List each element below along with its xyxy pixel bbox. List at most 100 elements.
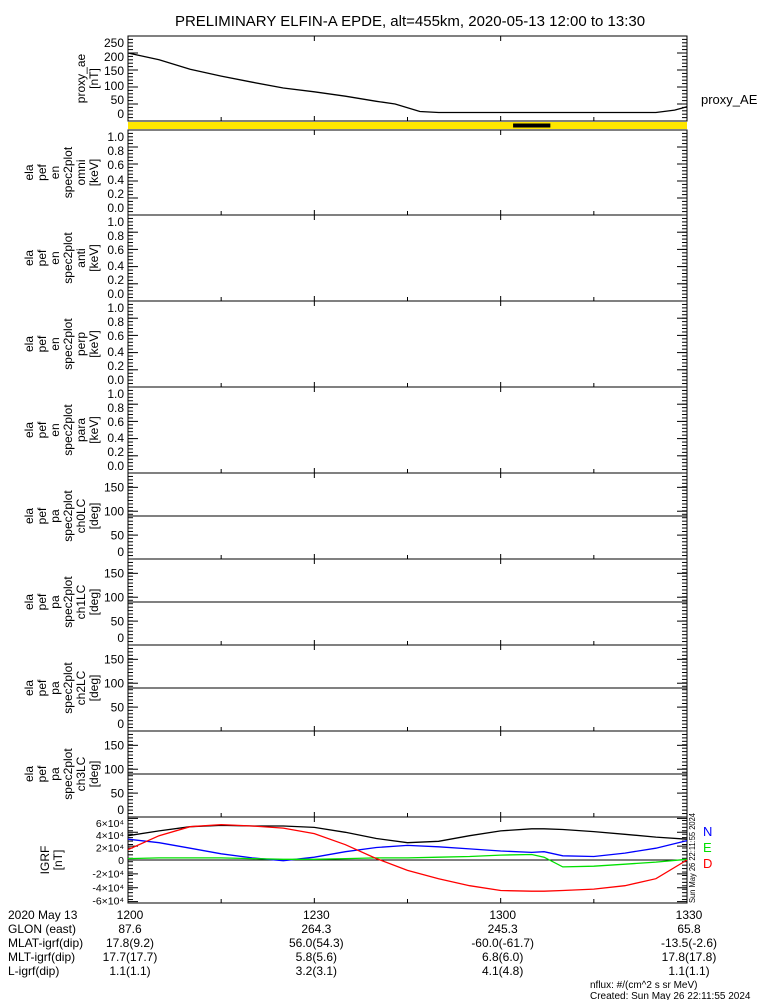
line-D bbox=[127, 823, 688, 892]
panel-frame bbox=[127, 129, 688, 216]
footer-row-value: -60.0(-61.7) bbox=[471, 936, 534, 950]
y-tick-label: 0 bbox=[117, 803, 124, 817]
y-tick-label: 0.2 bbox=[107, 445, 124, 459]
side-timestamp: Sun May 26 22:11:55 2024 bbox=[688, 812, 697, 903]
y-tick-label: 50 bbox=[111, 614, 125, 628]
panel-en_para: 0.00.20.4 0.60.81.0 ela pef en spec2plot para[… bbox=[22, 386, 688, 474]
y-tick-label: 0.2 bbox=[107, 273, 124, 287]
y-axis-label: pa bbox=[48, 681, 62, 695]
legend-E: E bbox=[703, 840, 712, 855]
y-tick-label: 150 bbox=[104, 481, 124, 495]
y-tick-label: 100 bbox=[104, 79, 124, 93]
footer-row-value: 5.8(5.6) bbox=[296, 950, 337, 964]
y-axis-label: spec2plot bbox=[61, 490, 75, 542]
y-tick-label: 0.4 bbox=[107, 345, 124, 359]
line-N bbox=[127, 838, 688, 862]
y-axis-label: pef bbox=[35, 421, 49, 438]
legend-proxy-ae: proxy_AE bbox=[701, 92, 758, 107]
footer-row-label: MLT-igrf(dip) bbox=[8, 950, 75, 964]
y-axis-label: IGRF bbox=[38, 846, 52, 875]
footer-row-value: 87.6 bbox=[118, 922, 142, 936]
footer-row-value: 1.1(1.1) bbox=[668, 964, 709, 978]
y-axis-label: [deg] bbox=[87, 503, 101, 530]
line-total bbox=[127, 824, 688, 844]
footer-row-label: MLAT-igrf(dip) bbox=[8, 936, 83, 950]
y-tick-label: 200 bbox=[104, 50, 124, 64]
y-tick-label: 0.2 bbox=[107, 187, 124, 201]
y-tick-label: 0.0 bbox=[107, 201, 124, 215]
footer-row-value: 17.7(17.7) bbox=[103, 950, 158, 964]
y-axis-label: pa bbox=[48, 509, 62, 523]
y-tick-label: 50 bbox=[111, 93, 125, 107]
footer-row-label: GLON (east) bbox=[8, 922, 76, 936]
y-axis-label: ela bbox=[22, 336, 36, 352]
y-axis-label: spec2plot bbox=[61, 748, 75, 800]
y-tick-label: 0.6 bbox=[107, 243, 124, 257]
y-tick-label: 50 bbox=[111, 528, 125, 542]
panel-frame bbox=[127, 300, 688, 388]
y-axis-label: ch1LC bbox=[74, 584, 88, 619]
footer-row-value: 17.8(17.8) bbox=[662, 950, 717, 964]
y-tick-label: -6×10⁴ bbox=[92, 896, 124, 908]
y-axis-label: para bbox=[74, 418, 88, 442]
y-tick-label: 250 bbox=[104, 36, 124, 50]
panel-pa_ch1: 0 50 100 150 ela pef pa spec2plot ch1LC [deg] bbox=[22, 558, 688, 646]
y-axis-label: pef bbox=[35, 163, 49, 180]
y-axis-label: pa bbox=[48, 767, 62, 781]
footer-row-value: 1200 bbox=[117, 908, 144, 922]
footer-row-value: 65.8 bbox=[677, 922, 701, 936]
y-tick-label: 0.8 bbox=[107, 401, 124, 415]
y-axis-label: en bbox=[48, 166, 62, 179]
y-axis-label: ela bbox=[22, 680, 36, 696]
y-axis-label: ch0LC bbox=[74, 498, 88, 533]
panel-frame bbox=[127, 386, 688, 474]
y-axis-label: spec2plot bbox=[61, 662, 75, 714]
footer-row-value: 1300 bbox=[489, 908, 516, 922]
y-axis-label: ela bbox=[22, 422, 36, 438]
y-axis-label: ela bbox=[22, 250, 36, 266]
panel-status_bar bbox=[128, 122, 687, 129]
y-tick-label: 50 bbox=[111, 700, 125, 714]
y-axis-label: [deg] bbox=[87, 761, 101, 788]
footer-row-value: 245.3 bbox=[488, 922, 518, 936]
y-axis-label: spec2plot bbox=[61, 404, 75, 456]
y-tick-label: 0.8 bbox=[107, 229, 124, 243]
y-tick-label: 0.6 bbox=[107, 329, 124, 343]
legend-N: N bbox=[703, 824, 712, 839]
y-tick-label: -4×10⁴ bbox=[92, 882, 124, 894]
y-tick-label: 0.4 bbox=[107, 431, 124, 445]
y-tick-label: 0.4 bbox=[107, 259, 124, 273]
panel-pa_ch3: 0 50 100 150 ela pef pa spec2plot ch3LC [deg] bbox=[22, 730, 688, 818]
line-E bbox=[127, 853, 688, 868]
y-tick-label: 0.6 bbox=[107, 415, 124, 429]
y-axis-label: pef bbox=[35, 679, 49, 696]
line-proxy_ae bbox=[127, 52, 688, 114]
y-tick-label: 150 bbox=[104, 739, 124, 753]
y-tick-label: 0 bbox=[118, 855, 124, 867]
y-axis-label: [nT] bbox=[51, 850, 65, 871]
y-axis-label: ela bbox=[22, 164, 36, 180]
y-tick-label: 100 bbox=[104, 762, 124, 776]
footer-row-label: L-igrf(dip) bbox=[8, 964, 59, 978]
y-tick-label: 0 bbox=[117, 631, 124, 645]
y-tick-label: 100 bbox=[104, 504, 124, 518]
y-tick-label: 4×10⁴ bbox=[96, 830, 124, 842]
y-axis-label: [nT] bbox=[87, 68, 101, 89]
y-tick-label: 0.6 bbox=[107, 158, 124, 172]
y-axis-label: ch3LC bbox=[74, 756, 88, 791]
y-tick-label: 0.0 bbox=[107, 459, 124, 473]
y-axis-label: [keV] bbox=[87, 330, 101, 357]
panel-en_anti: 0.00.20.4 0.60.81.0 ela pef en spec2plot anti[… bbox=[22, 214, 688, 302]
y-axis-label: en bbox=[48, 337, 62, 350]
y-axis-label: en bbox=[48, 423, 62, 436]
y-tick-label: 0.4 bbox=[107, 173, 124, 187]
y-axis-label: [keV] bbox=[87, 159, 101, 186]
y-axis-label: ch2LC bbox=[74, 670, 88, 705]
panel-en_omni: 0.00.20.40.60.81.0 ela pef en spec2plot omni[… bbox=[22, 129, 688, 216]
footer-row-value: 1330 bbox=[676, 908, 703, 922]
footer-info: 2020 May 13 1200 1230 1300 1330 GLON (east) 87… bbox=[8, 908, 751, 1000]
panel-pa_ch2: 0 50 100 150 ela pef pa spec2plot ch2LC [deg] bbox=[22, 644, 688, 732]
y-axis-label: proxy_ae bbox=[74, 53, 88, 103]
